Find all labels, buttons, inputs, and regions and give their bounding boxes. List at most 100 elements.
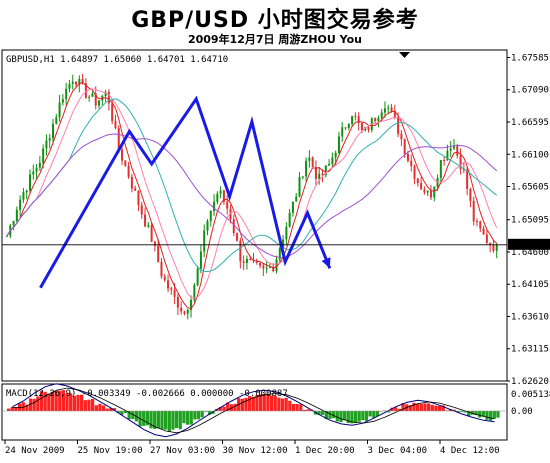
macd-histogram-bar bbox=[145, 411, 150, 426]
candle-body bbox=[393, 110, 396, 118]
candle-body bbox=[78, 79, 81, 85]
macd-histogram-bar bbox=[69, 393, 73, 411]
y-tick-label: 1.67090 bbox=[511, 86, 549, 96]
moving-averages-layer bbox=[6, 81, 498, 310]
macd-layer bbox=[2, 383, 507, 438]
candle-body bbox=[104, 91, 107, 97]
macd-signal-line bbox=[12, 387, 495, 434]
candle-body bbox=[38, 162, 41, 168]
macd-histogram-bar bbox=[467, 411, 471, 417]
candle-body bbox=[167, 280, 170, 289]
macd-histogram-bar bbox=[273, 395, 277, 411]
macd-histogram-bar bbox=[65, 393, 69, 411]
macd-histogram-bar bbox=[299, 404, 303, 411]
wave-zigzag-line bbox=[39, 95, 332, 289]
candle-body bbox=[127, 165, 130, 177]
macd-histogram-bar bbox=[339, 411, 343, 423]
y-tick-label: 1.65605 bbox=[511, 183, 549, 193]
candle-body bbox=[48, 138, 51, 141]
candle-body bbox=[137, 190, 140, 206]
candle-body bbox=[492, 244, 495, 251]
macd-histogram-bar bbox=[496, 411, 500, 418]
macd-histogram-bar bbox=[474, 411, 478, 416]
macd-histogram-bar bbox=[105, 408, 109, 411]
macd-histogram-bar bbox=[306, 409, 310, 411]
macd-histogram-bar bbox=[342, 411, 347, 421]
macd-histogram-bar bbox=[127, 411, 131, 420]
candle-body bbox=[390, 107, 393, 111]
macd-histogram-bar bbox=[397, 408, 401, 411]
candle-body bbox=[160, 262, 163, 277]
macd-histogram-bar bbox=[328, 411, 332, 419]
macd-histogram-bar bbox=[131, 411, 135, 420]
macd-histogram-bar bbox=[171, 411, 175, 430]
macd-histogram-bar bbox=[200, 411, 204, 418]
candle-body bbox=[452, 146, 455, 149]
macd-histogram-bar bbox=[302, 409, 307, 411]
candle-body bbox=[114, 121, 117, 128]
macd-histogram-bar bbox=[332, 411, 336, 419]
candle-body bbox=[475, 221, 478, 223]
candle-body bbox=[380, 112, 383, 118]
macd-histogram-bar bbox=[269, 395, 274, 411]
macd-line bbox=[12, 383, 495, 438]
candle-body bbox=[377, 117, 380, 122]
macd-histogram-bar bbox=[408, 405, 412, 411]
candle-body bbox=[449, 148, 452, 151]
candle-body bbox=[65, 88, 68, 100]
candle-body bbox=[193, 285, 196, 300]
macd-histogram-bar bbox=[441, 405, 445, 411]
candle-body bbox=[265, 267, 268, 269]
candle-body bbox=[176, 296, 179, 308]
macd-histogram-bar bbox=[423, 403, 427, 411]
candle-body bbox=[147, 225, 150, 227]
macd-histogram-bar bbox=[489, 411, 493, 421]
candle-body bbox=[25, 190, 28, 193]
candle-body bbox=[170, 288, 173, 290]
macd-histogram-bar bbox=[456, 411, 460, 413]
candle-body bbox=[58, 102, 61, 118]
candles-layer bbox=[6, 73, 498, 320]
macd-histogram-bar bbox=[412, 402, 416, 411]
candle-body bbox=[68, 83, 71, 89]
current-price-tag bbox=[508, 238, 550, 250]
macd-histogram-bar bbox=[470, 411, 475, 415]
candle-body bbox=[199, 251, 202, 269]
macd-histogram-bar bbox=[335, 411, 339, 422]
macd-histogram-bar bbox=[390, 407, 394, 411]
candle-body bbox=[314, 167, 317, 179]
candle-body bbox=[262, 265, 265, 269]
scroll-marker-icon bbox=[399, 52, 410, 58]
macd-histogram-bar bbox=[226, 402, 230, 411]
macd-histogram-bar bbox=[25, 404, 29, 411]
candle-body bbox=[222, 190, 225, 202]
candle-body bbox=[117, 127, 120, 150]
candle-body bbox=[429, 190, 432, 198]
candle-body bbox=[88, 96, 91, 98]
candle-body bbox=[462, 169, 465, 171]
macd-histogram-bar bbox=[353, 411, 358, 424]
macd-histogram-bar bbox=[459, 411, 464, 412]
macd-histogram-bar bbox=[98, 403, 102, 411]
macd-histogram-bar bbox=[10, 406, 14, 411]
macd-histogram-bar bbox=[112, 408, 117, 411]
y-tick-label: 1.63115 bbox=[511, 345, 549, 355]
macd-histogram-bar bbox=[50, 391, 55, 411]
candle-body bbox=[61, 99, 64, 103]
moving-average-line bbox=[6, 98, 497, 273]
macd-histogram-bar bbox=[174, 411, 179, 429]
candle-body bbox=[216, 193, 219, 202]
moving-average-line bbox=[6, 81, 498, 310]
macd-histogram-bar bbox=[317, 411, 321, 415]
candle-body bbox=[456, 146, 459, 156]
macd-histogram-bar bbox=[248, 395, 252, 411]
macd-histogram-bar bbox=[426, 403, 431, 411]
macd-histogram-bar bbox=[416, 404, 420, 411]
y-tick-label: 1.67585 bbox=[511, 53, 549, 63]
candle-body bbox=[387, 107, 390, 109]
macd-histogram-bar bbox=[291, 403, 296, 411]
candle-body bbox=[324, 165, 327, 176]
candle-body bbox=[357, 116, 360, 124]
candle-body bbox=[232, 219, 235, 234]
